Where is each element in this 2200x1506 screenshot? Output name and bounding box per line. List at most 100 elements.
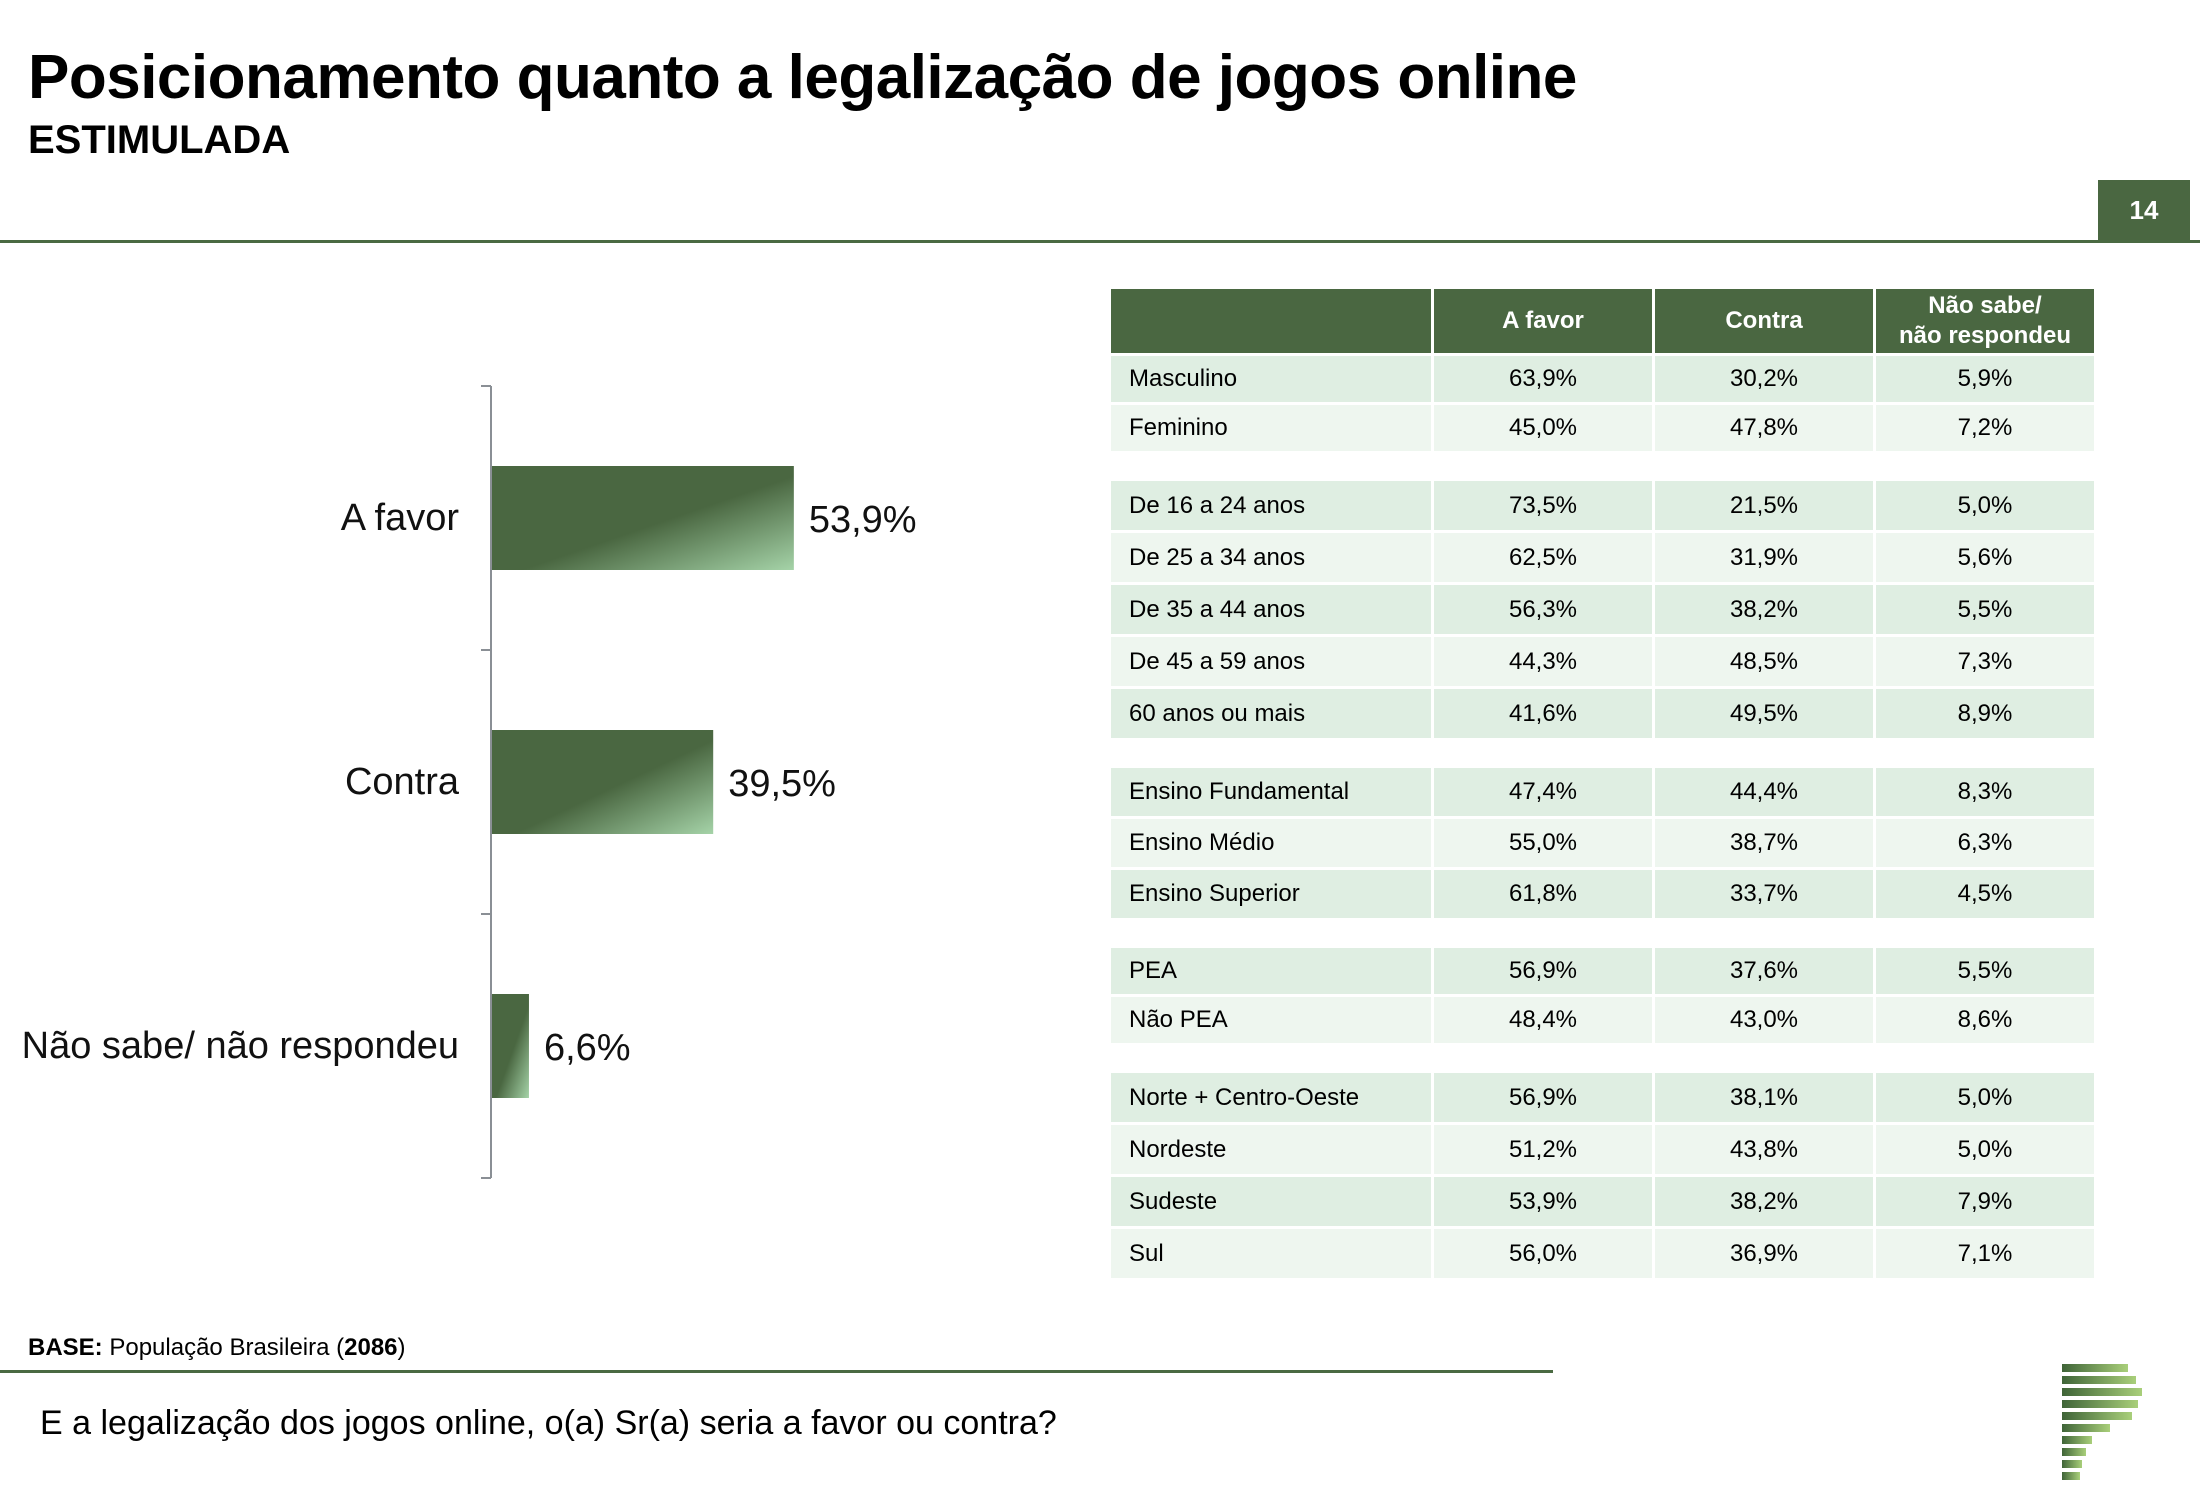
table-cell: 21,5% <box>1655 481 1873 530</box>
table-row: 60 anos ou mais 41,6% 49,5% 8,9% <box>1111 689 2094 738</box>
table-cell: 43,8% <box>1655 1125 1873 1174</box>
table-cell: 7,1% <box>1876 1229 2094 1278</box>
table-cell: 38,2% <box>1655 1177 1873 1226</box>
bar <box>492 994 529 1098</box>
table-cell: 8,3% <box>1876 768 2094 816</box>
table-header-contra: Contra <box>1655 289 1873 353</box>
table-header-a-favor: A favor <box>1434 289 1652 353</box>
table-row: Masculino 63,9% 30,2% 5,9% <box>1111 356 2094 402</box>
page-subtitle: ESTIMULADA <box>28 118 291 162</box>
table-row: Norte + Centro-Oeste 56,9% 38,1% 5,0% <box>1111 1073 2094 1122</box>
table-cell: 38,7% <box>1655 819 1873 867</box>
table-cell: 36,9% <box>1655 1229 1873 1278</box>
table-row: De 35 a 44 anos 56,3% 38,2% 5,5% <box>1111 585 2094 634</box>
base-note: BASE: População Brasileira (2086) <box>28 1334 406 1362</box>
table-cell: 56,9% <box>1434 948 1652 994</box>
table-group-spacer <box>1111 1046 2094 1070</box>
table-row: Ensino Médio 55,0% 38,7% 6,3% <box>1111 819 2094 867</box>
table-row: Ensino Superior 61,8% 33,7% 4,5% <box>1111 870 2094 918</box>
table-row: Sudeste 53,9% 38,2% 7,9% <box>1111 1177 2094 1226</box>
table-header-row: A favor Contra Não sabe/ não respondeu <box>1111 289 2094 353</box>
table-cell: 61,8% <box>1434 870 1652 918</box>
table-cell: 44,3% <box>1434 637 1652 686</box>
table-cell: 48,4% <box>1434 997 1652 1043</box>
table-cell: 38,2% <box>1655 585 1873 634</box>
table-cell: 4,5% <box>1876 870 2094 918</box>
data-label: 6,6% <box>544 1027 631 1069</box>
table-cell: 56,0% <box>1434 1229 1652 1278</box>
table-cell: 55,0% <box>1434 819 1652 867</box>
table-row-label: Sudeste <box>1111 1177 1431 1226</box>
table-cell: 51,2% <box>1434 1125 1652 1174</box>
base-close: ) <box>397 1334 406 1361</box>
table-cell: 56,3% <box>1434 585 1652 634</box>
table-row-label: De 45 a 59 anos <box>1111 637 1431 686</box>
table-cell: 5,0% <box>1876 1073 2094 1122</box>
table-spacer-cell <box>1111 741 2094 765</box>
header-divider <box>0 240 2200 243</box>
footer-divider <box>0 1370 1553 1373</box>
crosstab-table: A favor Contra Não sabe/ não respondeu M… <box>1108 286 2097 1281</box>
table-group-spacer <box>1111 454 2094 478</box>
table-cell: 7,3% <box>1876 637 2094 686</box>
table-cell: 31,9% <box>1655 533 1873 582</box>
page-title: Posicionamento quanto a legalização de j… <box>28 43 1577 112</box>
bar-chart: A favor 53,9% Contra 39,5% Não sabe/ não res… <box>22 385 917 1179</box>
table-group-spacer <box>1111 921 2094 945</box>
table-cell: 37,6% <box>1655 948 1873 994</box>
table-row: Nordeste 51,2% 43,8% 5,0% <box>1111 1125 2094 1174</box>
table-cell: 49,5% <box>1655 689 1873 738</box>
table-cell: 47,8% <box>1655 405 1873 451</box>
base-count: 2086 <box>344 1334 398 1361</box>
table-row: De 45 a 59 anos 44,3% 48,5% 7,3% <box>1111 637 2094 686</box>
table-row: Não PEA 48,4% 43,0% 8,6% <box>1111 997 2094 1043</box>
table-row: De 16 a 24 anos 73,5% 21,5% 5,0% <box>1111 481 2094 530</box>
table-cell: 8,6% <box>1876 997 2094 1043</box>
table-row-label: Norte + Centro-Oeste <box>1111 1073 1431 1122</box>
table-row-label: Sul <box>1111 1229 1431 1278</box>
table-spacer-cell <box>1111 454 2094 478</box>
category-label: A favor <box>341 497 460 539</box>
table-row-label: De 16 a 24 anos <box>1111 481 1431 530</box>
table-cell: 48,5% <box>1655 637 1873 686</box>
base-label: BASE: <box>28 1334 103 1361</box>
table-cell: 56,9% <box>1434 1073 1652 1122</box>
table-row-label: Ensino Fundamental <box>1111 768 1431 816</box>
table-cell: 38,1% <box>1655 1073 1873 1122</box>
survey-question: E a legalização dos jogos online, o(a) S… <box>40 1404 1057 1442</box>
table-row-label: Feminino <box>1111 405 1431 451</box>
category-label: Contra <box>345 761 460 803</box>
table-row-label: Ensino Médio <box>1111 819 1431 867</box>
table-cell: 43,0% <box>1655 997 1873 1043</box>
table-row: Sul 56,0% 36,9% 7,1% <box>1111 1229 2094 1278</box>
table-group-spacer <box>1111 741 2094 765</box>
table-row-label: De 25 a 34 anos <box>1111 533 1431 582</box>
table-cell: 5,6% <box>1876 533 2094 582</box>
data-label: 53,9% <box>809 499 917 541</box>
table-row-label: Não PEA <box>1111 997 1431 1043</box>
table-row-label: Nordeste <box>1111 1125 1431 1174</box>
table-row-label: 60 anos ou mais <box>1111 689 1431 738</box>
table-cell: 8,9% <box>1876 689 2094 738</box>
table-cell: 63,9% <box>1434 356 1652 402</box>
table-cell: 7,2% <box>1876 405 2094 451</box>
table-cell: 45,0% <box>1434 405 1652 451</box>
table-header-nao-sabe: Não sabe/ não respondeu <box>1876 289 2094 353</box>
table-cell: 7,9% <box>1876 1177 2094 1226</box>
table-row: De 25 a 34 anos 62,5% 31,9% 5,6% <box>1111 533 2094 582</box>
table-row-label: Ensino Superior <box>1111 870 1431 918</box>
table-row: PEA 56,9% 37,6% 5,5% <box>1111 948 2094 994</box>
table-cell: 41,6% <box>1434 689 1652 738</box>
table-cell: 5,9% <box>1876 356 2094 402</box>
table-cell: 30,2% <box>1655 356 1873 402</box>
table-spacer-cell <box>1111 1046 2094 1070</box>
bar <box>492 730 714 834</box>
table-cell: 6,3% <box>1876 819 2094 867</box>
table-cell: 44,4% <box>1655 768 1873 816</box>
table-row: Feminino 45,0% 47,8% 7,2% <box>1111 405 2094 451</box>
table-cell: 5,5% <box>1876 948 2094 994</box>
table-spacer-cell <box>1111 921 2094 945</box>
data-label: 39,5% <box>728 763 836 805</box>
table-header-blank <box>1111 289 1431 353</box>
bar <box>492 466 794 570</box>
